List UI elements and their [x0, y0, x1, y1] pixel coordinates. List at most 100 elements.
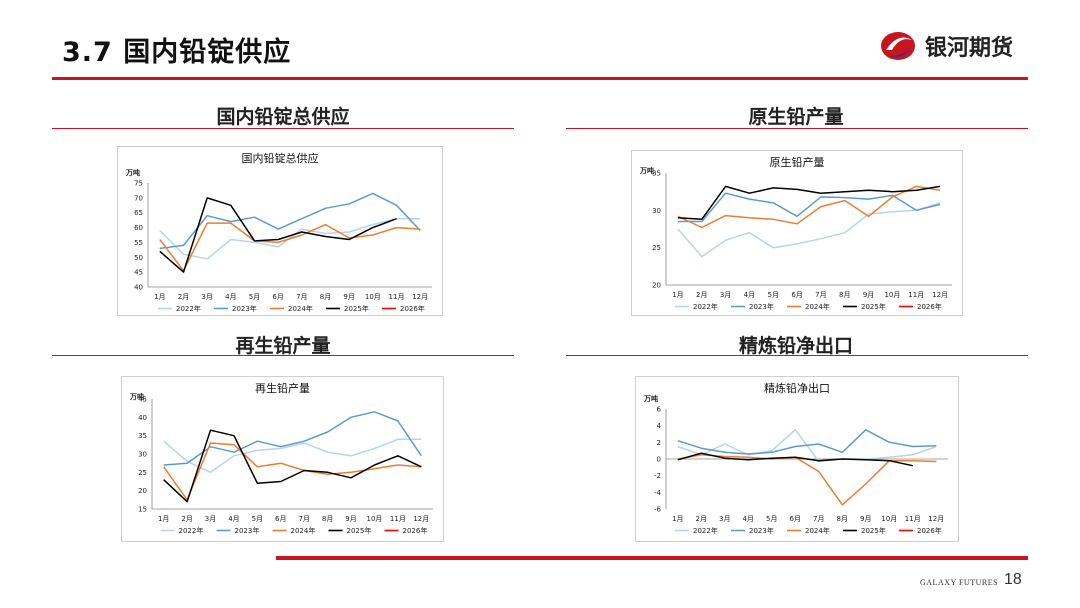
- y-tick-label: 35: [138, 432, 147, 440]
- x-tick-label: 3月: [720, 291, 731, 299]
- x-tick-label: 6月: [791, 291, 802, 299]
- chart-title: 精炼铅净出口: [764, 381, 830, 395]
- y-tick-label: 30: [138, 451, 147, 459]
- x-tick-label: 1月: [154, 293, 165, 301]
- legend-label: 2025年: [861, 302, 886, 311]
- x-tick-label: 5月: [249, 293, 260, 301]
- y-tick-label: -6: [654, 506, 662, 514]
- x-tick-label: 9月: [863, 291, 874, 299]
- legend-label: 2022年: [179, 526, 204, 535]
- series-line-2024年: [677, 454, 937, 506]
- y-tick-label: 6: [657, 406, 662, 414]
- x-tick-label: 12月: [928, 515, 944, 523]
- x-tick-label: 7月: [296, 293, 307, 301]
- legend-label: 2024年: [288, 304, 313, 313]
- y-tick-label: 30: [652, 207, 661, 215]
- x-tick-label: 1月: [672, 515, 683, 523]
- y-axis-unit-label: 万吨: [643, 394, 658, 403]
- galaxy-logo-icon: [881, 32, 915, 60]
- x-tick-label: 11月: [389, 293, 405, 301]
- y-tick-label: 2: [657, 439, 661, 447]
- section-divider: [52, 355, 514, 356]
- x-tick-label: 3月: [205, 515, 216, 523]
- series-line-2022年: [677, 202, 941, 258]
- top-divider: [52, 77, 1028, 80]
- legend-label: 2025年: [344, 304, 369, 313]
- y-tick-label: 0: [657, 456, 661, 464]
- chart-title: 原生铅产量: [770, 155, 825, 169]
- y-tick-label: 20: [652, 282, 661, 290]
- slide-title: 3.7 国内铅锭供应: [62, 37, 292, 68]
- x-tick-label: 8月: [839, 291, 850, 299]
- x-tick-label: 3月: [201, 293, 212, 301]
- y-tick-label: 4: [657, 422, 662, 430]
- chart-total-supply: 国内铅锭总供应 万吨 40 45 50 55 60 65 70 75 1月 2月 3月 4月 5月 6月 7月 8…: [117, 146, 443, 316]
- x-tick-label: 2月: [696, 291, 707, 299]
- series-line-2025年: [163, 429, 422, 503]
- x-tick-label: 4月: [743, 515, 754, 523]
- x-tick-label: 5月: [768, 291, 779, 299]
- x-tick-label: 4月: [228, 515, 239, 523]
- legend-label: 2023年: [749, 302, 774, 311]
- series-line-2024年: [159, 222, 421, 272]
- series-line-2023年: [159, 192, 421, 250]
- x-tick-label: 8月: [322, 515, 333, 523]
- y-tick-label: 40: [138, 414, 147, 422]
- legend-label: 2026年: [917, 302, 942, 311]
- y-tick-label: 65: [134, 209, 143, 217]
- y-tick-label: 60: [134, 224, 143, 232]
- legend-label: 2026年: [403, 526, 428, 535]
- series-line-2025年: [677, 185, 941, 221]
- y-tick-label: 75: [134, 180, 143, 188]
- y-axis-unit-label: 万吨: [125, 168, 140, 177]
- x-tick-label: 7月: [298, 515, 309, 523]
- legend-label: 2025年: [861, 526, 886, 535]
- x-tick-label: 11月: [905, 515, 921, 523]
- y-tick-label: 25: [138, 469, 147, 477]
- section-title-primary-lead: 原生铅产量: [748, 106, 844, 128]
- section-title-secondary-lead: 再生铅产量: [235, 335, 331, 357]
- x-tick-label: 2月: [181, 515, 192, 523]
- series-line-2022年: [163, 438, 422, 474]
- x-tick-label: 10月: [884, 291, 900, 299]
- y-tick-label: -4: [654, 489, 662, 497]
- y-tick-label: 15: [138, 506, 147, 514]
- x-tick-label: 7月: [813, 515, 824, 523]
- y-tick-label: 25: [652, 244, 661, 252]
- y-axis-unit-label: 万吨: [639, 166, 654, 175]
- y-tick-label: 35: [652, 170, 661, 178]
- x-tick-label: 8月: [837, 515, 848, 523]
- chart-primary-lead: 原生铅产量 万吨 20 25 30 35 1月 2月 3月 4月 5月 6月 7月 8月 9月 10月 11月 1…: [631, 150, 963, 316]
- x-tick-label: 5月: [766, 515, 777, 523]
- x-tick-label: 4月: [744, 291, 755, 299]
- page-number: 18: [1004, 571, 1022, 588]
- x-tick-label: 4月: [225, 293, 236, 301]
- x-tick-label: 6月: [790, 515, 801, 523]
- x-tick-label: 6月: [275, 515, 286, 523]
- series-line-2025年: [159, 197, 397, 273]
- chart-net-export: 精炼铅净出口 万吨 -6 -4 -2 0 2 4 6 1月 2月 3月 4月 5月 6月 7月 8月 9月 10月 1…: [635, 376, 959, 542]
- x-tick-label: 9月: [343, 293, 354, 301]
- x-tick-label: 2月: [696, 515, 707, 523]
- x-tick-label: 9月: [345, 515, 356, 523]
- x-tick-label: 7月: [815, 291, 826, 299]
- x-tick-label: 1月: [158, 515, 169, 523]
- series-line-2025年: [677, 452, 913, 467]
- y-tick-label: 20: [138, 487, 147, 495]
- y-tick-label: 40: [134, 284, 143, 292]
- x-tick-label: 8月: [320, 293, 331, 301]
- section-divider: [52, 128, 514, 129]
- series-line-2023年: [677, 192, 941, 223]
- legend-label: 2025年: [347, 526, 372, 535]
- legend-label: 2023年: [235, 526, 260, 535]
- legend-label: 2024年: [291, 526, 316, 535]
- chart-secondary-lead: 再生铅产量 万吨 15 20 25 30 35 40 45 1月 2月 3月 4月 5月 6月 7月 8月 9月 1…: [121, 376, 444, 542]
- legend-label: 2026年: [400, 304, 425, 313]
- x-tick-label: 10月: [881, 515, 897, 523]
- x-tick-label: 2月: [178, 293, 189, 301]
- legend-label: 2023年: [232, 304, 257, 313]
- chart-title: 再生铅产量: [255, 381, 310, 395]
- legend-label: 2022年: [693, 302, 718, 311]
